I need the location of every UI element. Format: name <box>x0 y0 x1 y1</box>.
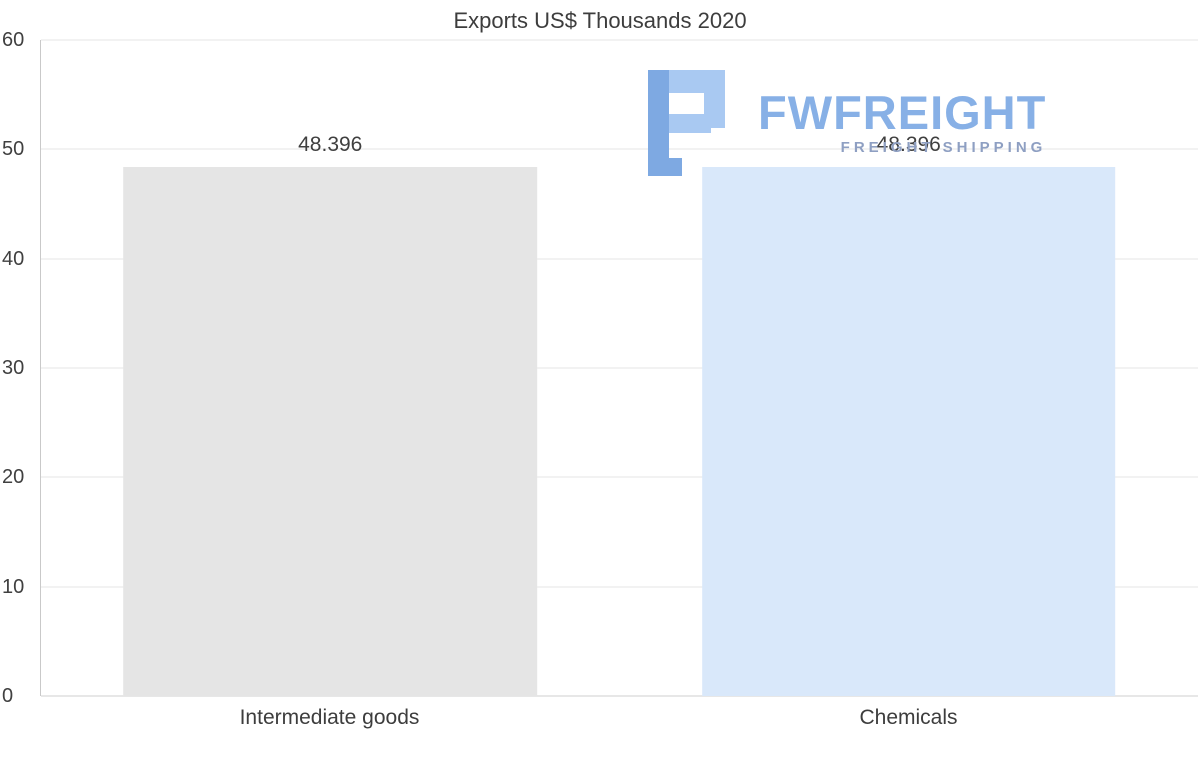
gridline-50 <box>41 148 1198 150</box>
bar-chemicals <box>701 166 1116 696</box>
chart-title: Exports US$ Thousands 2020 <box>453 8 747 33</box>
gridline-10 <box>41 586 1198 588</box>
y-axis: 0 10 20 30 40 50 60 <box>0 30 36 706</box>
gridline-60 <box>41 39 1198 41</box>
value-label-chemicals: 48.396 <box>876 132 941 156</box>
y-tick-label-50: 50 <box>2 138 25 161</box>
y-tick-label-0: 0 <box>2 685 14 707</box>
y-tick-label-20: 20 <box>2 466 25 489</box>
gridline-0 <box>41 695 1198 697</box>
bar-slot-intermediate-goods: 48.396 <box>41 40 620 696</box>
bar-intermediate-goods <box>123 166 538 696</box>
gridline-40 <box>41 258 1198 260</box>
y-tick-label-60: 60 <box>2 29 25 51</box>
x-label-chemicals: Chemicals <box>859 706 958 729</box>
gridline-20 <box>41 476 1198 478</box>
x-label-intermediate-goods: Intermediate goods <box>239 706 420 729</box>
y-tick-label-30: 30 <box>2 357 25 379</box>
bar-slot-chemicals: 48.396 <box>620 40 1199 696</box>
value-label-intermediate-goods: 48.396 <box>298 132 363 156</box>
y-tick-label-40: 40 <box>2 247 25 270</box>
x-axis-labels: Intermediate goods Chemicals <box>40 706 1198 730</box>
plot-area: 48.396 48.396 <box>40 39 1199 697</box>
y-tick-label-10: 10 <box>2 575 25 598</box>
gridline-30 <box>41 367 1198 369</box>
